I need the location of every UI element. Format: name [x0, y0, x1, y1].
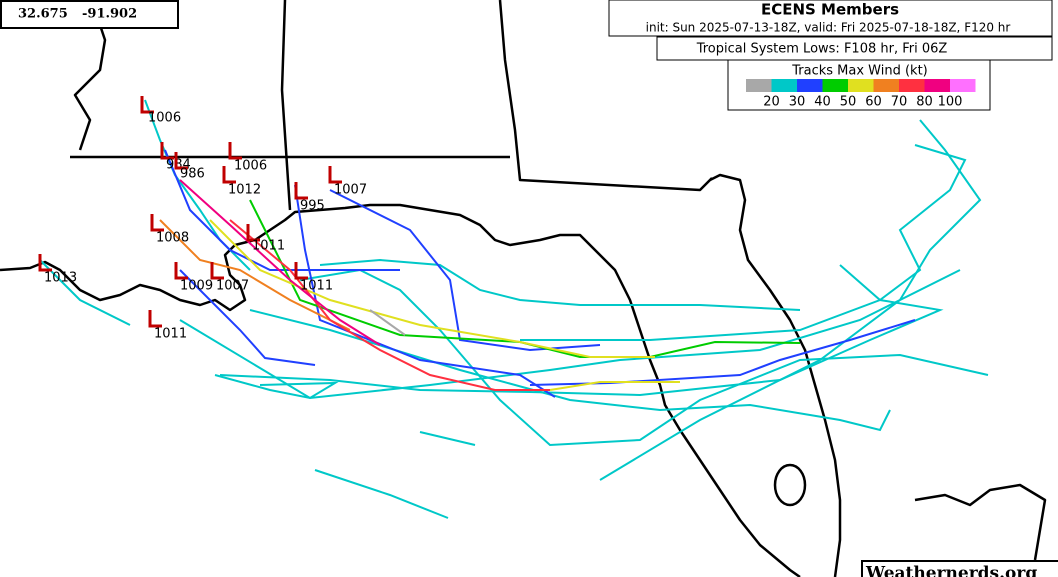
- track: [219, 264, 944, 397]
- lon: -91.902: [82, 7, 137, 22]
- low-label: 986: [180, 167, 205, 182]
- legend-label: 80: [916, 95, 933, 110]
- low-marker: [210, 262, 224, 280]
- low-label: 1007: [216, 279, 249, 294]
- track: [214, 374, 339, 400]
- watermark: Weathernerds.org: [861, 560, 1058, 577]
- legend-label: 30: [789, 95, 806, 110]
- low-marker: [246, 224, 260, 242]
- lake-okeechobee: [773, 463, 807, 507]
- low-marker: [294, 262, 308, 280]
- legend-label: 40: [814, 95, 831, 110]
- track: [314, 469, 449, 519]
- low-label: 1006: [148, 111, 181, 126]
- watermark-box: [861, 560, 1058, 577]
- track: [369, 309, 406, 336]
- track: [179, 179, 381, 346]
- legend-label: 60: [865, 95, 882, 110]
- low-marker: [140, 96, 154, 114]
- track: [319, 258, 801, 311]
- track: [164, 149, 400, 271]
- header: ECENS Members init: Sun 2025-07-13-18Z, …: [608, 0, 1053, 111]
- track: [299, 268, 989, 447]
- low-marker: [150, 214, 164, 232]
- legend-swatch: [797, 79, 823, 92]
- lows-label: Tropical System Lows: F108 hr, Fri 06Z: [696, 42, 948, 57]
- low-label: 995: [300, 199, 325, 214]
- atlantic-coast: [709, 173, 842, 577]
- track: [419, 431, 476, 446]
- title: ECENS Members: [761, 1, 899, 19]
- legend-label: 70: [891, 95, 908, 110]
- low-marker: [38, 254, 52, 272]
- track: [329, 189, 601, 352]
- legend-swatch: [924, 79, 950, 92]
- coordinate-box: 32.675 -91.902: [0, 0, 179, 29]
- lat: 32.675: [18, 7, 68, 22]
- track: [294, 184, 556, 398]
- legend-swatch: [873, 79, 899, 92]
- title-box: [608, 0, 1053, 37]
- legend-swatch: [848, 79, 874, 92]
- track: [599, 119, 982, 481]
- legend-label: 20: [763, 95, 780, 110]
- track: [179, 269, 316, 366]
- watermark-text: Weathernerds.org: [865, 564, 1037, 577]
- legend-swatch: [746, 79, 772, 92]
- low-label: 1013: [44, 271, 77, 286]
- cuba: [914, 483, 1047, 561]
- legend-swatch: [899, 79, 925, 92]
- legend-title: Tracks Max Wind (kt): [791, 64, 928, 79]
- legend-label: 100: [938, 95, 963, 110]
- box: [0, 0, 179, 29]
- legend-swatch: [950, 79, 976, 92]
- borders: [70, 0, 713, 211]
- low-marker: [160, 142, 174, 160]
- low-label: 1007: [334, 183, 367, 198]
- legend-swatch: [822, 79, 848, 92]
- low-marker: [174, 152, 188, 170]
- low-marker: [222, 166, 236, 184]
- track: [229, 219, 550, 391]
- gulf-coast: [0, 203, 801, 577]
- track: [159, 219, 351, 331]
- low-marker: [174, 262, 188, 280]
- low-label: 1011: [154, 327, 187, 342]
- subtitle: init: Sun 2025-07-13-18Z, valid: Fri 202…: [646, 21, 1011, 35]
- legend: 20 30 40 50 60 70 80 100: [746, 79, 976, 110]
- low-marker: [294, 182, 308, 200]
- low-label: 1011: [252, 239, 285, 254]
- low-label: 1008: [156, 231, 189, 246]
- track: [520, 144, 967, 341]
- low-marker: [328, 166, 342, 184]
- track: [209, 219, 655, 358]
- track: [179, 269, 961, 400]
- track: [549, 381, 680, 391]
- legend-swatch: [771, 79, 797, 92]
- low-label: 1006: [234, 159, 267, 174]
- track: [249, 309, 891, 432]
- low-label: 1009: [180, 279, 213, 294]
- legend-label: 50: [840, 95, 857, 110]
- low-marker: [228, 142, 242, 160]
- low-label: 1012: [228, 183, 261, 198]
- low-marker: [148, 310, 162, 328]
- tracks: [39, 99, 989, 519]
- low-label: 1011: [300, 279, 333, 294]
